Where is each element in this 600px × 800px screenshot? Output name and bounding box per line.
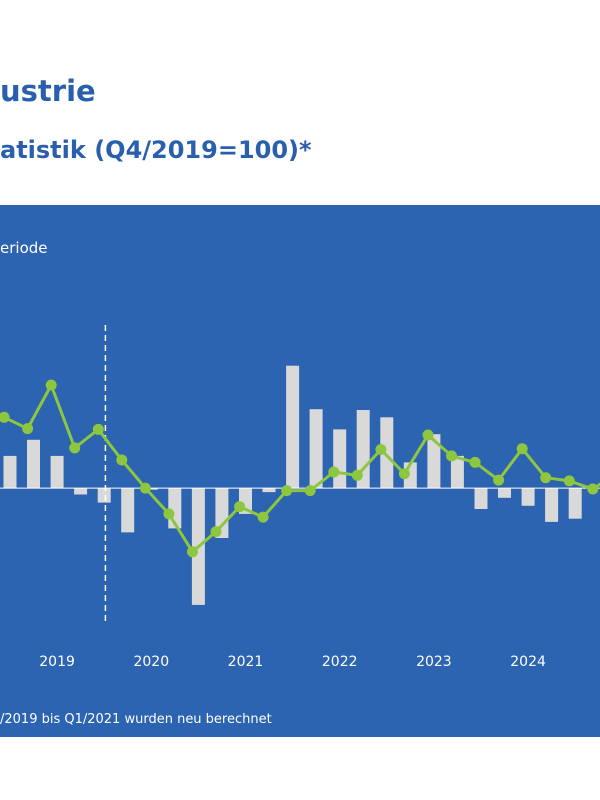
bar-q14: [333, 429, 347, 489]
chart-svg: 2019 2020 2021 2022 2023 2024: [0, 325, 600, 670]
chart-panel: eriode 2019 2020 2021 2022 2023 2024 /2019 bi…: [0, 205, 600, 737]
index-point-q2: [45, 379, 57, 391]
bar-q21: [498, 488, 511, 498]
bar-q22: [521, 488, 535, 506]
index-point-q20: [469, 456, 481, 468]
line-series: [0, 379, 600, 558]
index-point-q10: [234, 501, 246, 513]
footnote: /2019 bis Q1/2021 wurden neu berechnet: [0, 712, 272, 727]
chart-subtitle: atistik (Q4/2019=100)*: [0, 136, 312, 164]
bar-q0: [3, 455, 17, 489]
x-tick-label: 2024: [510, 654, 546, 670]
x-tick-label: 2019: [39, 654, 75, 670]
index-point-q24: [563, 475, 575, 487]
index-point-q4: [92, 423, 104, 435]
bar-q3: [74, 488, 88, 495]
bar-q5: [121, 488, 135, 533]
index-point-q16: [375, 444, 387, 455]
bar-q15: [356, 410, 370, 489]
x-tick-label: 2022: [322, 654, 358, 670]
bar-q1: [27, 439, 40, 489]
bar-q24: [568, 488, 582, 519]
index-point-q0: [0, 411, 10, 423]
bar-series: [3, 365, 582, 605]
bar-q4: [97, 488, 111, 503]
index-point-q5: [116, 454, 128, 466]
bar-q9: [215, 488, 229, 538]
index-point-q14: [328, 466, 340, 478]
bar-q16: [380, 417, 394, 489]
index-point-q7: [163, 508, 175, 520]
bar-q6: [144, 488, 158, 490]
index-point-q6: [139, 482, 151, 494]
index-point-q1: [22, 423, 34, 435]
index-point-q12: [281, 485, 293, 497]
bar-q11: [262, 488, 276, 493]
bar-q20: [474, 488, 488, 509]
index-point-q17: [398, 468, 410, 480]
index-point-q18: [422, 429, 434, 441]
bar-q18: [427, 434, 441, 489]
bar-q2: [50, 455, 64, 489]
index-point-q11: [257, 511, 269, 523]
bar-q13: [309, 409, 323, 489]
index-point-q23: [540, 472, 552, 484]
x-tick-label: 2023: [416, 654, 452, 670]
x-tick-label: 2020: [133, 654, 169, 670]
bar-q12: [286, 365, 300, 489]
x-tick-label: 2021: [228, 654, 264, 670]
legend-note: eriode: [0, 239, 48, 257]
x-tick-labels: 2019 2020 2021 2022 2023 2024: [39, 654, 546, 670]
index-point-q19: [446, 450, 457, 462]
index-point-q8: [187, 546, 198, 558]
index-point-q3: [69, 442, 81, 454]
index-point-q21: [493, 474, 505, 486]
index-point-q22: [516, 443, 528, 455]
bar-q19: [450, 455, 464, 489]
index-point-q13: [304, 485, 316, 497]
index-line-continuation: [591, 482, 600, 491]
chart-title: ustrie: [0, 74, 96, 108]
bar-q23: [545, 488, 559, 522]
index-point-q9: [210, 526, 222, 538]
index-point-q15: [351, 469, 363, 481]
